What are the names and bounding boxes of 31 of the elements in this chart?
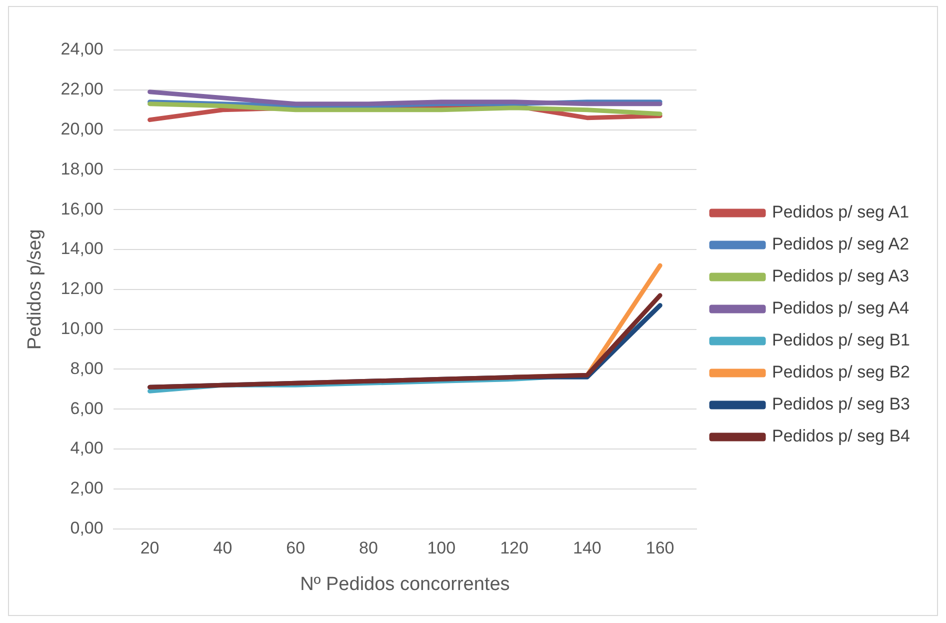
- y-tick-label: 18,00: [60, 159, 104, 178]
- x-tick-label: 80: [359, 538, 378, 558]
- y-tick-label: 24,00: [60, 40, 104, 59]
- legend-label: Pedidos p/ seg A1: [772, 202, 910, 222]
- x-tick-label: 60: [286, 538, 306, 558]
- y-tick-label: 6,00: [70, 398, 104, 418]
- y-axis-title: Pedidos p/seg: [24, 229, 46, 350]
- x-tick-label: 160: [646, 538, 674, 558]
- legend-label: Pedidos p/ seg A2: [772, 234, 910, 254]
- legend-label: Pedidos p/ seg B4: [772, 426, 910, 446]
- y-tick-label: 0,00: [70, 518, 104, 538]
- y-tick-label: 20,00: [60, 119, 104, 138]
- legend-label: Pedidos p/ seg A4: [772, 298, 910, 318]
- y-tick-label: 4,00: [70, 438, 104, 458]
- y-tick-label: 14,00: [60, 239, 104, 258]
- x-axis-title: Nº Pedidos concorrentes: [300, 574, 510, 595]
- x-tick-label: 20: [140, 538, 160, 558]
- legend-label: Pedidos p/ seg B2: [772, 362, 910, 382]
- legend-label: Pedidos p/ seg B1: [772, 330, 910, 350]
- x-tick-label: 140: [572, 538, 602, 558]
- x-tick-label: 40: [213, 538, 232, 558]
- legend-label: Pedidos p/ seg B3: [772, 394, 910, 414]
- y-tick-label: 22,00: [60, 80, 104, 99]
- y-tick-label: 10,00: [60, 318, 104, 338]
- y-tick-label: 8,00: [70, 358, 104, 378]
- y-tick-label: 12,00: [60, 279, 104, 298]
- x-tick-label: 100: [427, 538, 456, 558]
- y-tick-label: 2,00: [70, 478, 104, 498]
- legend-label: Pedidos p/ seg A3: [772, 266, 910, 286]
- y-tick-label: 16,00: [60, 199, 104, 218]
- x-tick-label: 120: [500, 538, 528, 558]
